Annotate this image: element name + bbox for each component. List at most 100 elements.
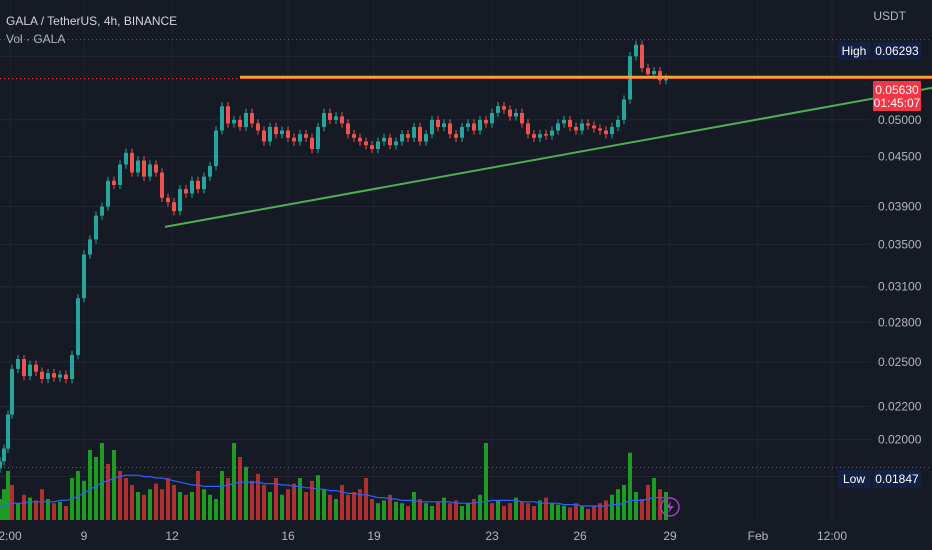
- candle-body: [388, 137, 392, 146]
- candle-body: [568, 119, 572, 127]
- volume-bar: [388, 494, 392, 520]
- volume-bar: [154, 483, 158, 520]
- y-tick-label: 0.03500: [878, 237, 922, 251]
- volume-indicator-label[interactable]: Vol · GALA: [6, 32, 66, 46]
- high-tag: High 0.06293: [838, 42, 921, 60]
- candle-body: [658, 71, 662, 81]
- x-tick-label: 2:00: [0, 529, 22, 543]
- volume-bar: [40, 489, 44, 520]
- volume-bar: [244, 466, 248, 520]
- volume-bar: [658, 489, 662, 520]
- volume-bar: [202, 489, 206, 520]
- candle-body: [280, 130, 284, 135]
- volume-bar: [346, 494, 350, 520]
- candle-body: [580, 123, 584, 131]
- volume-bar: [286, 489, 290, 520]
- volume-bar: [340, 485, 344, 520]
- volume-bar: [364, 478, 368, 520]
- volume-bar: [34, 500, 38, 520]
- volume-bar: [484, 443, 488, 520]
- x-tick-label: 29: [663, 529, 677, 543]
- volume-bar: [178, 492, 182, 520]
- volume-bar: [370, 499, 374, 520]
- volume-bar: [334, 499, 338, 520]
- volume-bar: [412, 492, 416, 520]
- x-tick-label: 26: [573, 529, 587, 543]
- candle-body: [160, 172, 164, 198]
- volume-bar: [268, 492, 272, 520]
- volume-bar: [580, 506, 584, 520]
- volume-bar: [502, 506, 506, 520]
- candle-body: [262, 130, 266, 142]
- candle-body: [376, 141, 380, 149]
- candle-body: [406, 134, 410, 138]
- volume-bar: [478, 494, 482, 520]
- last-price-tag: 0.05630 01:45:07: [873, 81, 921, 111]
- candle-body: [364, 141, 368, 146]
- candle-body: [418, 126, 422, 142]
- volume-bar: [382, 500, 386, 520]
- candle-body: [334, 116, 338, 120]
- currency-label: USDT: [873, 9, 906, 23]
- volume-ma-line: [0, 474, 666, 507]
- volume-bar: [532, 506, 536, 520]
- candle-body: [10, 368, 14, 415]
- candle-body: [166, 197, 170, 203]
- candle-body: [118, 164, 122, 185]
- volume-bar: [76, 471, 80, 520]
- candle-body: [550, 130, 554, 136]
- volume-bar: [310, 480, 314, 520]
- candle-body: [574, 126, 578, 131]
- countdown: 01:45:07: [874, 96, 921, 110]
- candle-body: [502, 106, 506, 110]
- candle-body: [190, 180, 194, 194]
- volume-bar: [124, 478, 128, 520]
- volume-bar: [136, 492, 140, 520]
- candle-body: [142, 160, 146, 177]
- candle-body: [310, 137, 314, 149]
- volume-bar: [358, 489, 362, 520]
- candle-body: [34, 364, 38, 372]
- support-trendline[interactable]: [164, 86, 932, 228]
- candle-body: [562, 119, 566, 124]
- volume-bar: [592, 506, 596, 520]
- volume-bar: [538, 500, 542, 520]
- candle-body: [532, 134, 536, 138]
- lightning-icon[interactable]: [660, 497, 680, 517]
- candle-body: [106, 180, 110, 207]
- volume-bar: [604, 500, 608, 520]
- volume-bar: [160, 489, 164, 520]
- candle-body: [412, 126, 416, 138]
- volume-bar: [58, 501, 62, 520]
- candle-body: [352, 134, 356, 138]
- volume-bar: [112, 450, 116, 520]
- volume-bar: [64, 506, 68, 520]
- volume-bar: [256, 473, 260, 520]
- candle-body: [274, 126, 278, 135]
- high-tag-label: High: [842, 44, 867, 58]
- candle-body: [370, 145, 374, 149]
- candle-body: [466, 123, 470, 127]
- candle-body: [112, 180, 116, 185]
- volume-bar: [352, 492, 356, 520]
- y-tick-label: 0.03100: [878, 280, 922, 294]
- candle-body: [184, 189, 188, 194]
- volume-bar: [472, 499, 476, 520]
- symbol-title[interactable]: GALA / TetherUS, 4h, BINANCE: [6, 14, 178, 28]
- candle-body: [136, 160, 140, 173]
- volume-bar: [250, 480, 254, 520]
- candle-body: [232, 119, 236, 124]
- volume-bar: [406, 506, 410, 520]
- volume-bar: [466, 503, 470, 520]
- low-tag-value: 0.01847: [875, 472, 919, 486]
- volume-bar: [664, 492, 668, 520]
- candle-body: [16, 359, 20, 369]
- volume-bar: [586, 508, 590, 520]
- candle-body: [58, 374, 62, 378]
- candle-body: [256, 123, 260, 131]
- candle-body: [88, 239, 92, 255]
- candles: [0, 40, 668, 473]
- low-tag: Low 0.01847: [838, 470, 921, 488]
- candle-body: [250, 112, 254, 124]
